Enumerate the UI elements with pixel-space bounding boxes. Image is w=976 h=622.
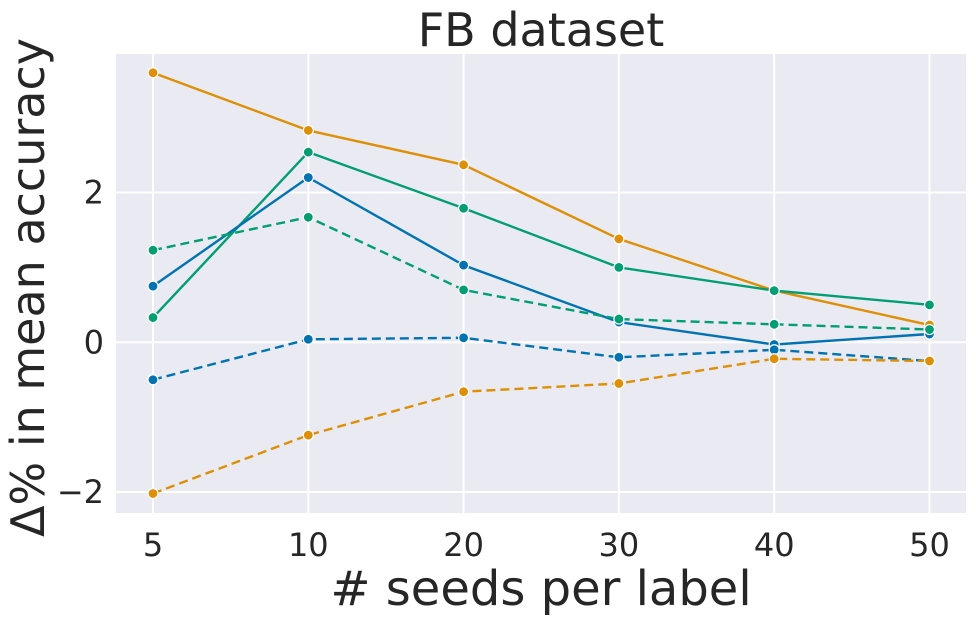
- data-point: [302, 171, 314, 184]
- data-point: [147, 67, 159, 79]
- data-point: [768, 318, 780, 330]
- x-tick-label: 20: [443, 526, 484, 564]
- series-4: [147, 211, 936, 336]
- y-tick-label: 2: [84, 174, 104, 212]
- data-point: [458, 202, 470, 214]
- data-point: [923, 299, 936, 311]
- x-tick-label: 10: [288, 526, 329, 564]
- data-point: [458, 159, 470, 171]
- chart-title: FB dataset: [418, 3, 665, 57]
- series-2: [147, 146, 936, 324]
- data-point: [302, 146, 314, 158]
- data-point: [147, 280, 159, 292]
- series-layer: [147, 67, 936, 500]
- data-point: [302, 429, 314, 441]
- data-point: [147, 311, 159, 324]
- data-point: [302, 333, 314, 345]
- series-line: [152, 176, 930, 346]
- data-point: [147, 487, 159, 500]
- x-tick-label: 50: [909, 526, 950, 564]
- data-point: [458, 386, 470, 398]
- y-tick-label: −2: [57, 473, 104, 511]
- series-6: [147, 353, 936, 500]
- x-tick-label: 5: [143, 526, 163, 564]
- series-line: [152, 71, 930, 327]
- y-tick-label: 0: [84, 323, 104, 361]
- data-point: [768, 285, 780, 297]
- data-point: [302, 211, 314, 223]
- series-line: [152, 336, 930, 381]
- x-tick-label: 30: [599, 526, 640, 564]
- x-tick-labels: 5 10 20 30 40 50: [143, 526, 950, 564]
- data-point: [147, 244, 159, 256]
- data-point: [458, 284, 470, 296]
- data-point: [613, 261, 625, 274]
- series-line: [152, 357, 930, 495]
- data-point: [613, 313, 625, 325]
- data-point: [458, 332, 470, 344]
- data-point: [923, 355, 936, 367]
- data-point: [458, 259, 470, 271]
- series-line: [152, 215, 930, 331]
- y-axis-title: Δ% in mean accuracy: [1, 38, 55, 537]
- data-point: [613, 377, 625, 390]
- series-line: [152, 150, 930, 319]
- data-point: [768, 353, 780, 365]
- data-point: [923, 323, 936, 336]
- plot-area: [116, 54, 966, 513]
- y-tick-labels: −2 0 2: [57, 174, 104, 512]
- data-point: [613, 233, 625, 245]
- x-axis-title: # seeds per label: [330, 561, 751, 617]
- x-tick-label: 40: [754, 526, 795, 564]
- data-point: [147, 374, 159, 386]
- data-point: [302, 124, 314, 136]
- data-point: [613, 351, 625, 363]
